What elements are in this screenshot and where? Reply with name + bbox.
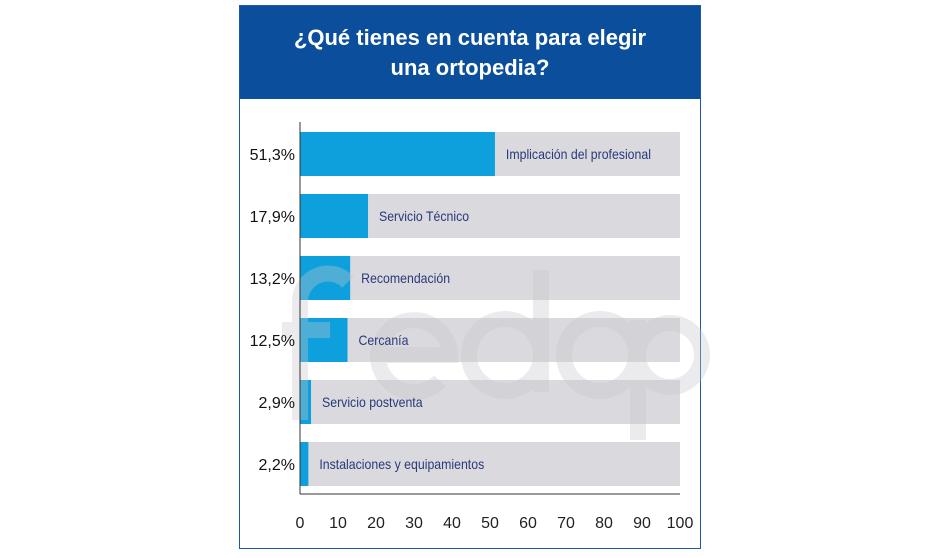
bar-category-label: Instalaciones y equipamientos — [319, 456, 484, 472]
x-tick-label: 60 — [519, 515, 537, 532]
x-tick-label: 50 — [481, 515, 499, 532]
bar — [300, 256, 351, 300]
x-tick-label: 30 — [405, 515, 423, 532]
bar-category-label: Cercanía — [359, 332, 410, 348]
chart-title: ¿Qué tienes en cuenta para elegir una or… — [240, 6, 700, 99]
bar-track — [300, 442, 680, 486]
x-tick-label: 0 — [296, 515, 305, 532]
title-line-1: ¿Qué tienes en cuenta para elegir — [293, 25, 647, 50]
bar-category-label: Recomendación — [361, 270, 450, 286]
watermark-letter-e — [370, 312, 459, 401]
x-tick-label: 10 — [329, 515, 347, 532]
bar — [300, 442, 309, 486]
value-label: 2,2% — [259, 457, 295, 474]
watermark-letter-d-bowl — [461, 311, 549, 399]
x-tick-label: 100 — [667, 515, 694, 532]
watermark-letter-p-bowl — [630, 315, 710, 395]
value-label: 17,9% — [250, 209, 295, 226]
bar-track — [300, 256, 680, 300]
watermark-letter-f — [282, 265, 354, 420]
bar — [300, 132, 495, 176]
x-tick-label: 90 — [633, 515, 651, 532]
bar-category-label: Servicio postventa — [322, 394, 423, 410]
value-label: 13,2% — [250, 271, 295, 288]
x-tick-label: 80 — [595, 515, 613, 532]
value-label: 12,5% — [250, 333, 295, 350]
value-label: 51,3% — [250, 147, 295, 164]
watermark-letter-o — [556, 311, 644, 399]
x-tick-label: 20 — [367, 515, 385, 532]
x-tick-label: 70 — [557, 515, 575, 532]
bar — [300, 194, 369, 238]
bar — [300, 318, 348, 362]
title-line-2: una ortopedia? — [390, 55, 550, 80]
bar-category-label: Implicación del profesional — [506, 146, 651, 162]
bar — [300, 380, 312, 424]
bar-track — [300, 318, 680, 362]
value-label: 2,9% — [259, 395, 295, 412]
x-tick-label: 40 — [443, 515, 461, 532]
bar-category-label: Servicio Técnico — [379, 208, 469, 224]
watermark-logo — [282, 265, 710, 440]
bar-track — [300, 380, 680, 424]
